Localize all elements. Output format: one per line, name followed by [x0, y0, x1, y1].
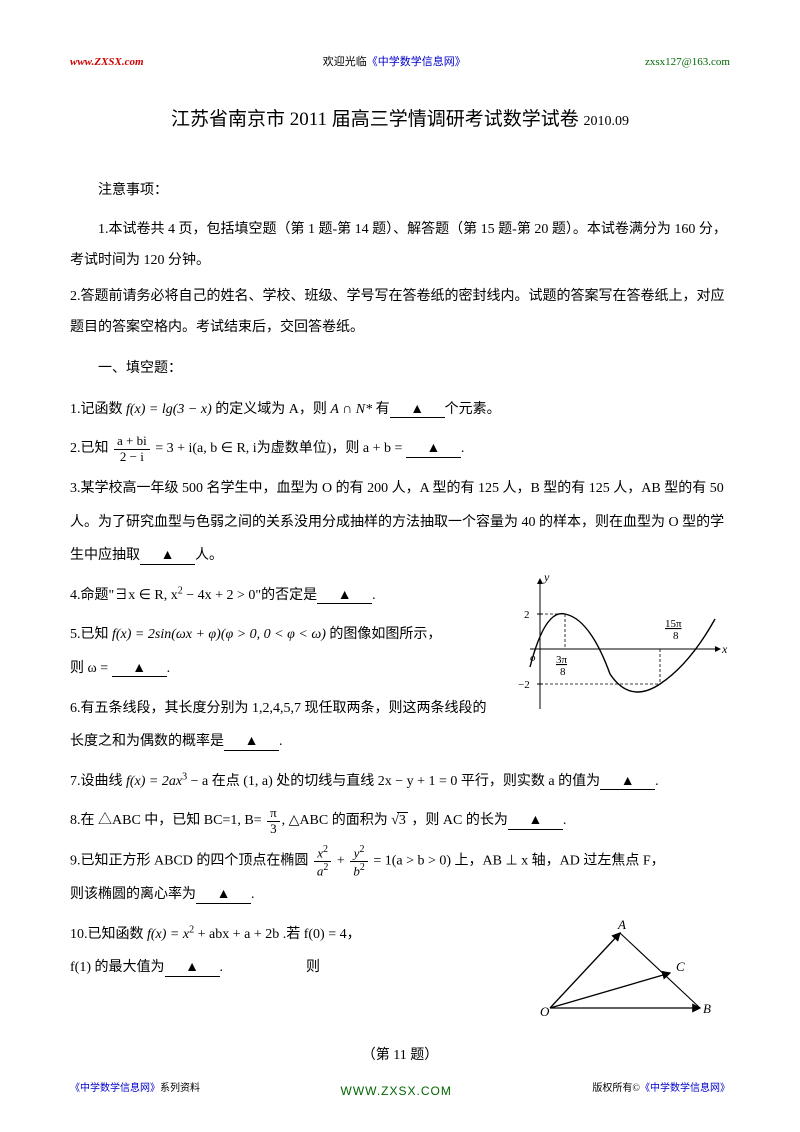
svg-text:3π: 3π — [556, 654, 568, 666]
triangle-diagram: A B C O — [530, 918, 720, 1041]
svg-text:2: 2 — [524, 609, 530, 621]
answer-blank: ▲ — [112, 662, 167, 677]
footer-left: 《中学数学信息网》系列资料 — [70, 1078, 200, 1104]
figure-11-label: （第 11 题） — [70, 1041, 730, 1072]
page-header: www.ZXSX.com 欢迎光临《中学数学信息网》 zxsx127@163.c… — [70, 50, 730, 74]
svg-text:−2: −2 — [518, 679, 530, 691]
notice-item-2: 2.答题前请务必将自己的姓名、学校、班级、学号写在答卷纸的密封线内。试题的答案写… — [70, 282, 730, 344]
fraction: a + bi2 − i — [114, 434, 150, 464]
svg-text:C: C — [676, 959, 685, 974]
answer-blank: ▲ — [600, 775, 655, 790]
question-8: 8.在 △ABC 中，已知 BC=1, B= π3, △ABC 的面积为 √3 … — [70, 804, 730, 838]
footer-right: 版权所有©《中学数学信息网》 — [592, 1078, 730, 1104]
answer-blank: ▲ — [224, 735, 279, 750]
answer-blank: ▲ — [390, 403, 445, 418]
answer-blank: ▲ — [406, 442, 461, 457]
svg-text:y: y — [543, 570, 550, 584]
answer-blank: ▲ — [317, 589, 372, 604]
question-1: 1.记函数 f(x) = lg(3 − x) 的定义域为 A，则 A ∩ N* … — [70, 393, 730, 427]
svg-text:B: B — [703, 1001, 711, 1016]
notice-heading: 注意事项： — [70, 176, 730, 207]
question-3: 3.某学校高一年级 500 名学生中，血型为 O 的有 200 人，A 型的有 … — [70, 472, 730, 573]
svg-text:8: 8 — [673, 630, 679, 642]
fraction: x2a2 — [314, 844, 332, 878]
welcome-text: 欢迎光临《中学数学信息网》 — [323, 50, 466, 74]
answer-blank: ▲ — [508, 814, 563, 829]
exam-title: 江苏省南京市 2011 届高三学情调研考试数学试卷 2010.09 — [70, 99, 730, 141]
footer-url: WWW.ZXSX.COM — [341, 1078, 452, 1104]
svg-text:x: x — [721, 642, 728, 656]
page-footer: 《中学数学信息网》系列资料 WWW.ZXSX.COM 版权所有©《中学数学信息网… — [70, 1078, 730, 1104]
svg-text:15π: 15π — [665, 618, 682, 630]
section-1-heading: 一、填空题： — [70, 354, 730, 385]
svg-text:O: O — [540, 1004, 550, 1019]
fraction: y2b2 — [350, 844, 368, 878]
question-2: 2.已知 a + bi2 − i = 3 + i(a, b ∈ R, i为虚数单… — [70, 432, 730, 466]
svg-text:8: 8 — [560, 666, 566, 678]
answer-blank: ▲ — [196, 888, 251, 903]
svg-text:A: A — [617, 918, 626, 932]
answer-blank: ▲ — [140, 549, 195, 564]
fraction: π3 — [267, 806, 280, 836]
question-9: 9.已知正方形 ABCD 的四个顶点在椭圆 x2a2 + y2b2 = 1(a … — [70, 844, 730, 912]
sine-graph: x y o 2 −2 3π 8 15π 8 — [510, 569, 730, 732]
answer-blank: ▲ — [165, 961, 220, 976]
notice-item-1: 1.本试卷共 4 页，包括填空题（第 1 题-第 14 题）、解答题（第 15 … — [70, 215, 730, 277]
logo-text: www.ZXSX.com — [70, 50, 144, 74]
contact-email: zxsx127@163.com — [645, 50, 730, 74]
question-7: 7.设曲线 f(x) = 2ax3 − a 在点 (1, a) 处的切线与直线 … — [70, 765, 730, 799]
